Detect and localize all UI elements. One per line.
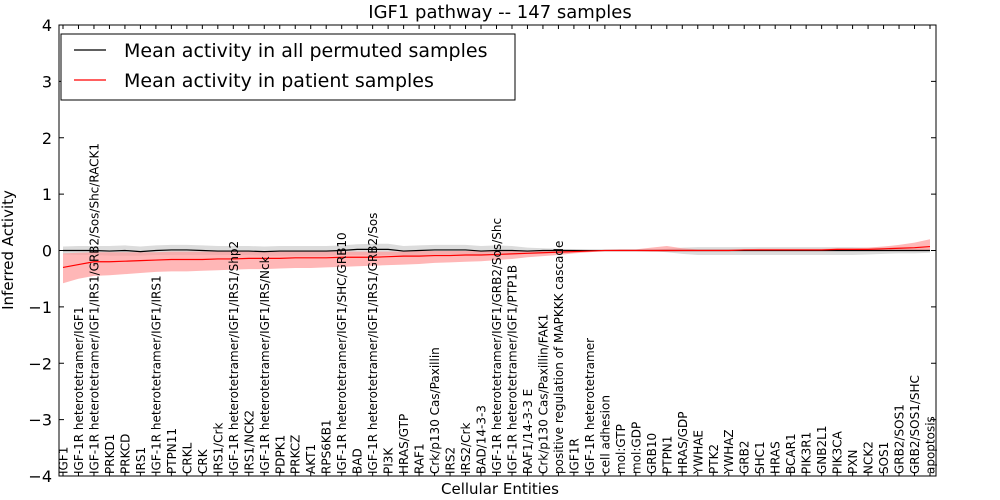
x-tick-label: AKT1 — [304, 444, 318, 474]
y-axis: 4 3 2 1 0 −1 −2 −3 −4 — [28, 16, 936, 486]
y-tick-label: 0 — [42, 242, 52, 261]
x-axis-label: Cellular Entities — [441, 480, 559, 498]
x-tick-label: GRB10 — [645, 433, 659, 474]
x-tick-label: IRS1/Crk — [211, 423, 225, 474]
x-tick-label: GRB2 — [738, 440, 752, 474]
legend-box — [60, 33, 516, 101]
x-tick-label: YWHAZ — [722, 429, 736, 475]
x-tick-label: IGF-1R heterotetramer/IGF1/IRS/Nck — [258, 256, 272, 474]
chart-title: IGF1 pathway -- 147 samples — [368, 2, 631, 23]
x-tick-label: IGF1 — [57, 447, 71, 474]
x-tick-label: CRKL — [180, 442, 194, 474]
x-tick-label: IGF-1R heterotetramer/IGF1/GRB2/Sos/Shc — [490, 218, 504, 474]
x-tick-label: IRS2 — [444, 447, 458, 474]
x-tick-label: mol:GTP — [614, 424, 628, 474]
x-tick-label: IGF-1R heterotetramer/IGF1/IRS1/Shp2 — [227, 241, 241, 474]
x-tick-label: RAF1/14-3-3 E — [521, 389, 535, 474]
x-tick-label: BAD/14-3-3 — [475, 405, 489, 474]
x-tick-label: NCK2 — [862, 441, 876, 474]
legend-label-permuted: Mean activity in all permuted samples — [124, 40, 487, 62]
x-tick-label: PRKCD — [118, 434, 132, 474]
x-tick-label: HRAS/GTP — [397, 414, 411, 474]
x-tick-label: SHC1 — [753, 441, 767, 474]
x-tick-label: PRKCZ — [289, 435, 303, 474]
legend: Mean activity in all permuted samples Me… — [60, 33, 516, 101]
x-tick-label: GRB2/SOS1 — [893, 404, 907, 474]
x-tick-label: YWHAE — [691, 430, 705, 475]
x-tick-label: CRK — [196, 448, 210, 474]
x-tick-label: apoptosis — [924, 416, 938, 474]
y-tick-label: −2 — [28, 354, 52, 373]
series-lines — [62, 245, 931, 269]
y-tick-label: 1 — [42, 185, 52, 204]
x-axis: IGF1 IGF-1R heterotetramer/IGF1 IGF-1R het… — [57, 25, 938, 476]
x-tick-label: IRS2/Crk — [459, 423, 473, 474]
x-tick-label: IGF-1R heterotetramer/IGF1/PTP1B — [505, 265, 519, 474]
x-tick-label: PI3K — [382, 447, 396, 474]
x-tick-label: IGF-1R heterotetramer/IGF1/IRS1 — [149, 275, 163, 474]
x-tick-label: PXN — [846, 450, 860, 474]
x-tick-label: PIK3R1 — [800, 432, 814, 474]
x-tick-label: SOS1 — [877, 442, 891, 474]
x-tick-label: PRKD1 — [103, 434, 117, 474]
y-tick-label: 3 — [42, 72, 52, 91]
x-tick-label: BAD — [351, 448, 365, 474]
x-tick-label: cell adhesion — [598, 395, 612, 474]
y-tick-label: 4 — [42, 16, 52, 35]
x-tick-label: PDPK1 — [273, 435, 287, 474]
series-line-patient — [62, 245, 931, 269]
x-tick-label: PTPN11 — [165, 428, 179, 474]
x-tick-label: IGF-1R heterotetramer/IGF1/IRS1/GRB2/Sos… — [87, 143, 101, 474]
x-tick-label: GNB2L1 — [815, 426, 829, 474]
x-tick-label: RAF1 — [413, 443, 427, 474]
x-tick-label: IRS1 — [134, 447, 148, 474]
y-tick-label: 2 — [42, 129, 52, 148]
x-tick-label: IGF1R — [567, 438, 581, 474]
x-tick-label: IRS1/NCK2 — [242, 410, 256, 474]
x-tick-label: PTK2 — [707, 444, 721, 474]
x-tick-label: PTPN1 — [660, 436, 674, 474]
y-tick-label: −4 — [28, 467, 52, 486]
x-tick-label: positive regulation of MAPKKK cascade — [552, 241, 566, 474]
y-axis-label: Inferred Activity — [0, 190, 17, 310]
x-tick-label: IGF-1R heterotetramer/IGF1/SHC/GRB10 — [335, 232, 349, 474]
x-tick-label: HRAS/GDP — [676, 411, 690, 474]
legend-label-patient: Mean activity in patient samples — [124, 70, 434, 92]
x-tick-label: RPS6KB1 — [320, 419, 334, 474]
x-tick-label: Crk/p130 Cas/Paxillin/FAK1 — [536, 314, 550, 474]
x-tick-label: IGF-1R heterotetramer — [583, 338, 597, 474]
x-tick-label: BCAR1 — [784, 433, 798, 474]
x-tick-label: IGF-1R heterotetramer/IGF1/IRS1/GRB2/Sos — [366, 213, 380, 474]
y-tick-label: −3 — [28, 411, 52, 430]
y-tick-label: −1 — [28, 298, 52, 317]
x-tick-label: HRAS — [769, 441, 783, 474]
x-tick-label: GRB2/SOS1/SHC — [908, 375, 922, 474]
x-tick-label: mol:GDP — [629, 422, 643, 474]
x-tick-label: PIK3CA — [831, 430, 845, 474]
x-tick-label: Crk/p130 Cas/Paxillin — [428, 347, 442, 474]
x-tick-label: IGF-1R heterotetramer/IGF1 — [72, 307, 86, 474]
